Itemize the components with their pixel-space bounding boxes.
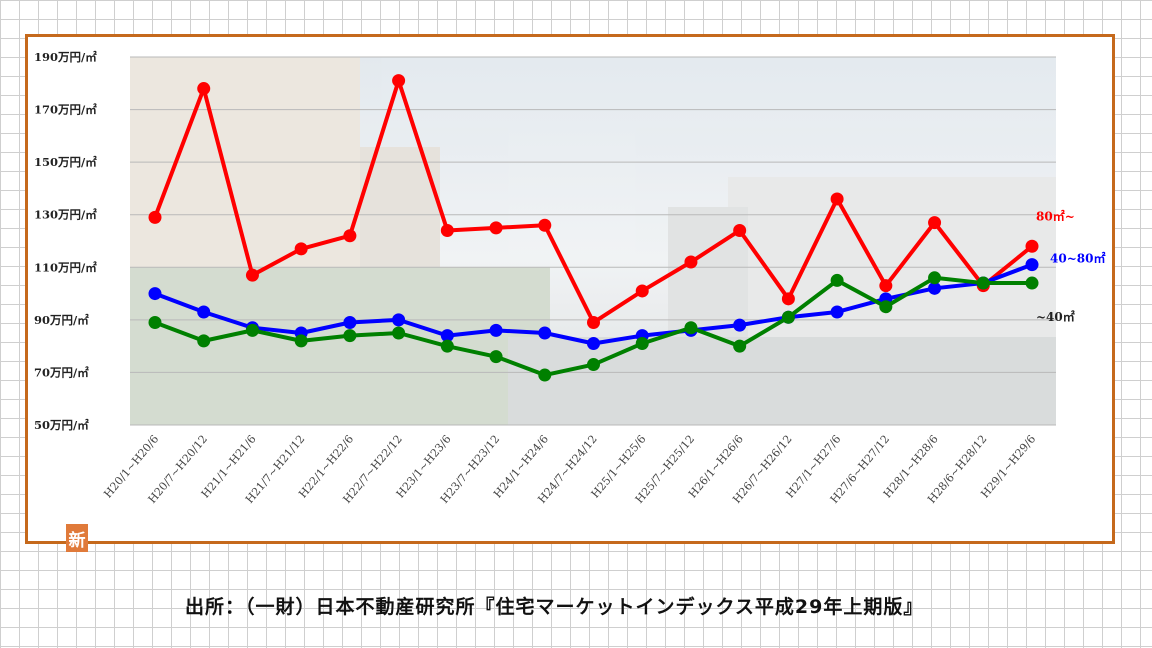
data-point [879,279,893,293]
data-point [148,287,162,301]
data-point [440,339,454,353]
data-point [928,281,942,295]
y-tick-label: 130万円/㎡ [34,208,97,222]
data-point [197,334,211,348]
series [148,271,1039,382]
y-tick-label: 50万円/㎡ [34,418,89,432]
data-point [440,223,454,237]
data-point [197,82,211,96]
chart-frame: 190万円/㎡ 170万円/㎡ 150万円/㎡ 130万円/㎡ 110万円/㎡ 90万円/… [25,34,1115,552]
data-point [392,74,406,88]
data-point [830,305,844,319]
data-point [587,337,600,351]
data-point [489,323,503,337]
data-point [684,321,698,335]
data-point [1025,239,1039,253]
data-point [587,358,600,372]
data-point [635,284,649,298]
source-note: 出所：（一財）日本不動産研究所『住宅マーケットインデックス平成29年上期版』 [185,596,924,618]
data-point [538,326,552,340]
data-point [733,339,747,353]
data-point [343,329,357,343]
data-point [830,273,844,287]
y-tick-label: 170万円/㎡ [34,103,97,117]
data-point [392,326,406,340]
line-chart: 190万円/㎡ 170万円/㎡ 150万円/㎡ 130万円/㎡ 110万円/㎡ 90万円/… [34,50,1105,506]
data-point [148,210,162,224]
data-point [928,271,942,285]
data-point [245,268,259,282]
x-axis: H20/1~H20/6H20/7~H20/12H21/1~H21/6H21/7~… [101,433,1038,506]
data-point [587,315,600,329]
data-point [343,229,357,243]
data-point [1025,258,1039,272]
data-point [538,368,552,382]
data-point [489,221,503,235]
data-point [733,223,747,237]
data-point [781,292,795,306]
data-point [781,310,795,324]
data-point [294,334,308,348]
data-point [440,329,454,343]
data-point [148,315,162,329]
data-point [733,318,747,332]
data-point [928,216,942,230]
data-point [245,323,259,337]
data-point [489,350,503,364]
series-label: 80㎡~ [1036,208,1075,223]
data-point [976,276,990,290]
series-label: ~40㎡ [1036,309,1075,324]
data-point [1025,276,1039,290]
data-point [392,313,406,327]
y-tick-label: 190万円/㎡ [34,50,97,64]
data-point [294,242,308,256]
y-tick-label: 90万円/㎡ [34,313,89,327]
series-lines [148,74,1039,382]
series [148,74,1039,329]
y-tick-label: 110万円/㎡ [34,260,97,274]
data-point [197,305,211,319]
data-point [635,337,649,351]
y-tick-label: 70万円/㎡ [34,365,89,379]
data-point [343,315,357,329]
data-point [538,218,552,232]
new-badge: 新 [66,524,88,552]
series-labels: 80㎡~ 40~80㎡ ~40㎡ [1036,208,1105,324]
data-point [879,300,893,314]
y-axis: 190万円/㎡ 170万円/㎡ 150万円/㎡ 130万円/㎡ 110万円/㎡ 90万円/… [34,50,97,432]
data-point [684,255,698,269]
series-label: 40~80㎡ [1050,251,1105,266]
data-point [830,192,844,206]
y-tick-label: 150万円/㎡ [34,155,97,169]
